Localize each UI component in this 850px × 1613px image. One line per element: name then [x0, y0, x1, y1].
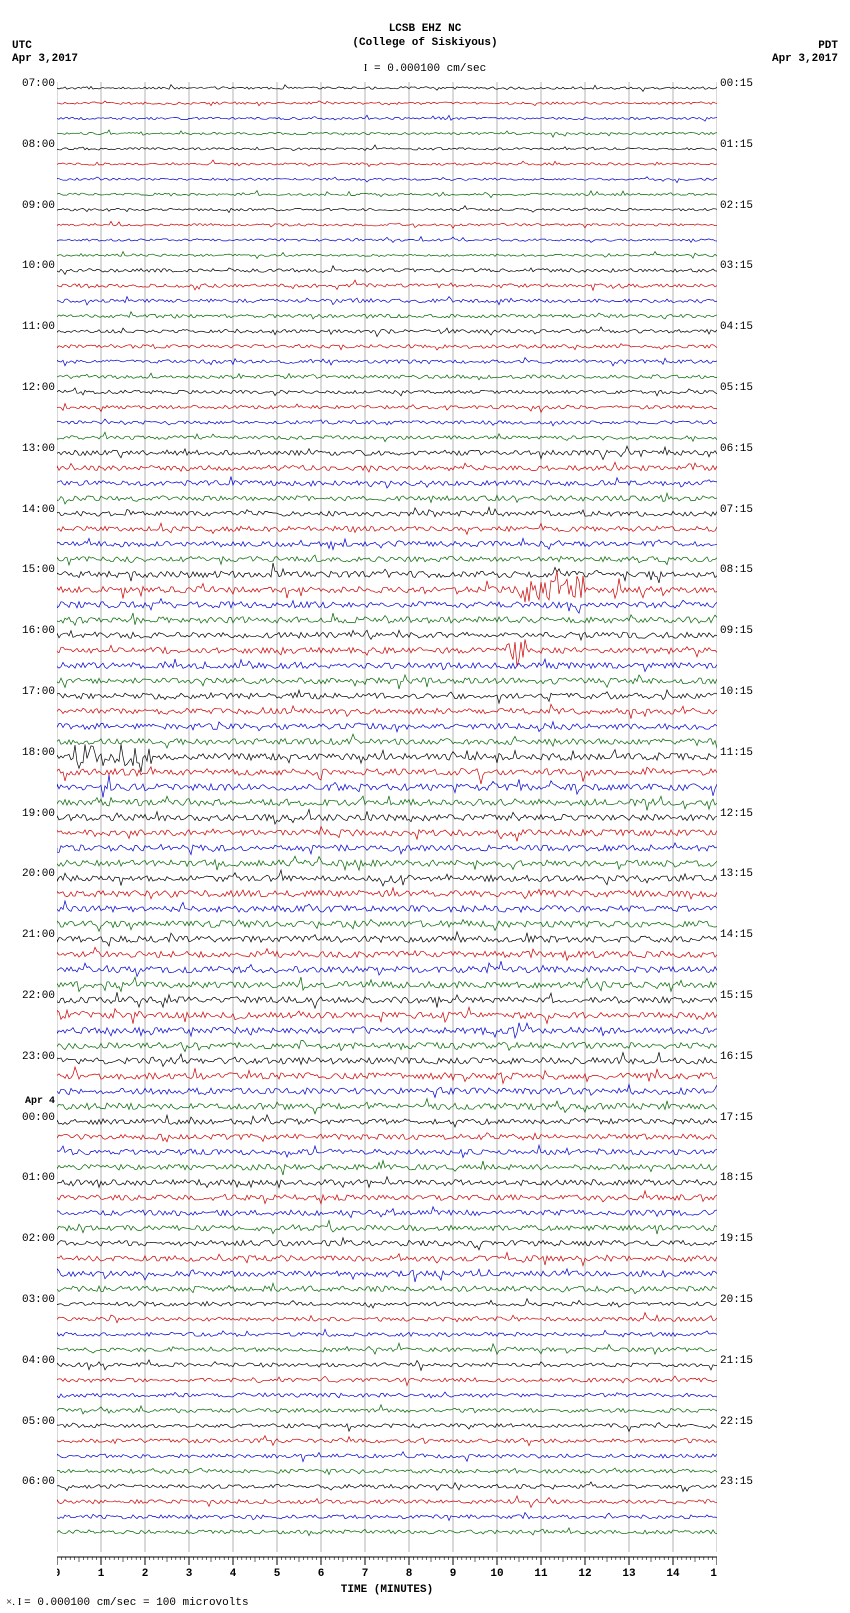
station-id: LCSB EHZ NC	[0, 22, 850, 36]
left-time-label: 15:00	[22, 564, 55, 576]
tz-right-label: PDT	[818, 40, 838, 52]
svg-text:15: 15	[710, 1568, 717, 1580]
svg-text:12: 12	[578, 1568, 591, 1580]
right-time-label: 09:15	[720, 625, 753, 637]
right-time-label: 06:15	[720, 443, 753, 455]
left-time-label: 22:00	[22, 990, 55, 1002]
right-time-label: 18:15	[720, 1172, 753, 1184]
x-axis: 0123456789101112131415 TIME (MINUTES)	[57, 1556, 717, 1596]
x-axis-svg: 0123456789101112131415	[57, 1556, 717, 1580]
svg-text:6: 6	[318, 1568, 325, 1580]
right-time-label: 10:15	[720, 686, 753, 698]
right-time-label: 16:15	[720, 1051, 753, 1063]
tz-left-label: UTC	[12, 40, 32, 52]
left-time-label: 07:00	[22, 78, 55, 90]
right-time-label: 05:15	[720, 382, 753, 394]
tz-right: PDT Apr 3,2017	[772, 40, 838, 66]
svg-text:5: 5	[274, 1568, 281, 1580]
svg-text:11: 11	[534, 1568, 548, 1580]
right-time-label: 22:15	[720, 1416, 753, 1428]
tz-right-date: Apr 3,2017	[772, 53, 838, 65]
left-time-label: 17:00	[22, 686, 55, 698]
left-time-label: 05:00	[22, 1416, 55, 1428]
left-time-label: Apr 4	[25, 1096, 55, 1107]
svg-text:8: 8	[406, 1568, 413, 1580]
right-time-label: 00:15	[720, 78, 753, 90]
svg-text:13: 13	[622, 1568, 636, 1580]
svg-text:1: 1	[98, 1568, 105, 1580]
right-time-label: 21:15	[720, 1355, 753, 1367]
right-time-label: 20:15	[720, 1294, 753, 1306]
chart-header: LCSB EHZ NC (College of Siskiyous)	[0, 22, 850, 50]
station-location: (College of Siskiyous)	[0, 36, 850, 50]
helicorder-plot	[57, 82, 717, 1552]
left-time-label: 21:00	[22, 929, 55, 941]
left-time-label: 11:00	[22, 321, 55, 333]
left-time-label: 23:00	[22, 1051, 55, 1063]
svg-text:10: 10	[490, 1568, 503, 1580]
footer-text: = 0.000100 cm/sec = 100 microvolts	[24, 1597, 248, 1609]
left-time-label: 04:00	[22, 1355, 55, 1367]
left-time-label: 03:00	[22, 1294, 55, 1306]
seismogram-page: LCSB EHZ NC (College of Siskiyous) I = 0…	[0, 0, 850, 1613]
right-time-label: 11:15	[720, 747, 753, 759]
svg-text:3: 3	[186, 1568, 193, 1580]
left-time-label: 06:00	[22, 1476, 55, 1488]
scale-bar-icon: I	[364, 62, 368, 74]
tz-left-date: Apr 3,2017	[12, 53, 78, 65]
scale-mark: I = 0.000100 cm/sec	[0, 62, 850, 75]
left-time-label: 09:00	[22, 200, 55, 212]
scale-text: = 0.000100 cm/sec	[374, 63, 486, 75]
right-time-label: 17:15	[720, 1112, 753, 1124]
right-time-label: 02:15	[720, 200, 753, 212]
right-time-label: 13:15	[720, 868, 753, 880]
left-time-label: 18:00	[22, 747, 55, 759]
svg-text:7: 7	[362, 1568, 369, 1580]
right-time-label: 03:15	[720, 260, 753, 272]
right-time-label: 12:15	[720, 808, 753, 820]
right-time-label: 19:15	[720, 1233, 753, 1245]
left-time-label: 01:00	[22, 1172, 55, 1184]
svg-text:0: 0	[57, 1568, 60, 1580]
right-time-label: 15:15	[720, 990, 753, 1002]
svg-text:4: 4	[230, 1568, 237, 1580]
left-time-label: 16:00	[22, 625, 55, 637]
svg-text:2: 2	[142, 1568, 149, 1580]
left-time-label: 13:00	[22, 443, 55, 455]
right-time-label: 04:15	[720, 321, 753, 333]
right-time-label: 08:15	[720, 564, 753, 576]
left-time-label: 12:00	[22, 382, 55, 394]
right-time-label: 07:15	[720, 504, 753, 516]
left-time-label: 14:00	[22, 504, 55, 516]
left-time-label: 20:00	[22, 868, 55, 880]
svg-text:14: 14	[666, 1568, 680, 1580]
left-time-label: 08:00	[22, 139, 55, 151]
left-time-label: 02:00	[22, 1233, 55, 1245]
left-time-label: 10:00	[22, 260, 55, 272]
helicorder-svg	[57, 82, 717, 1562]
right-time-label: 23:15	[720, 1476, 753, 1488]
svg-text:9: 9	[450, 1568, 457, 1580]
right-time-label: 14:15	[720, 929, 753, 941]
footer-note: ×. I = 0.000100 cm/sec = 100 microvolts	[6, 1596, 249, 1609]
footer-scale-icon: ×. I	[6, 1596, 24, 1608]
left-time-label: 19:00	[22, 808, 55, 820]
tz-left: UTC Apr 3,2017	[12, 40, 78, 66]
right-time-label: 01:15	[720, 139, 753, 151]
x-axis-label: TIME (MINUTES)	[57, 1584, 717, 1596]
left-time-label: 00:00	[22, 1112, 55, 1124]
